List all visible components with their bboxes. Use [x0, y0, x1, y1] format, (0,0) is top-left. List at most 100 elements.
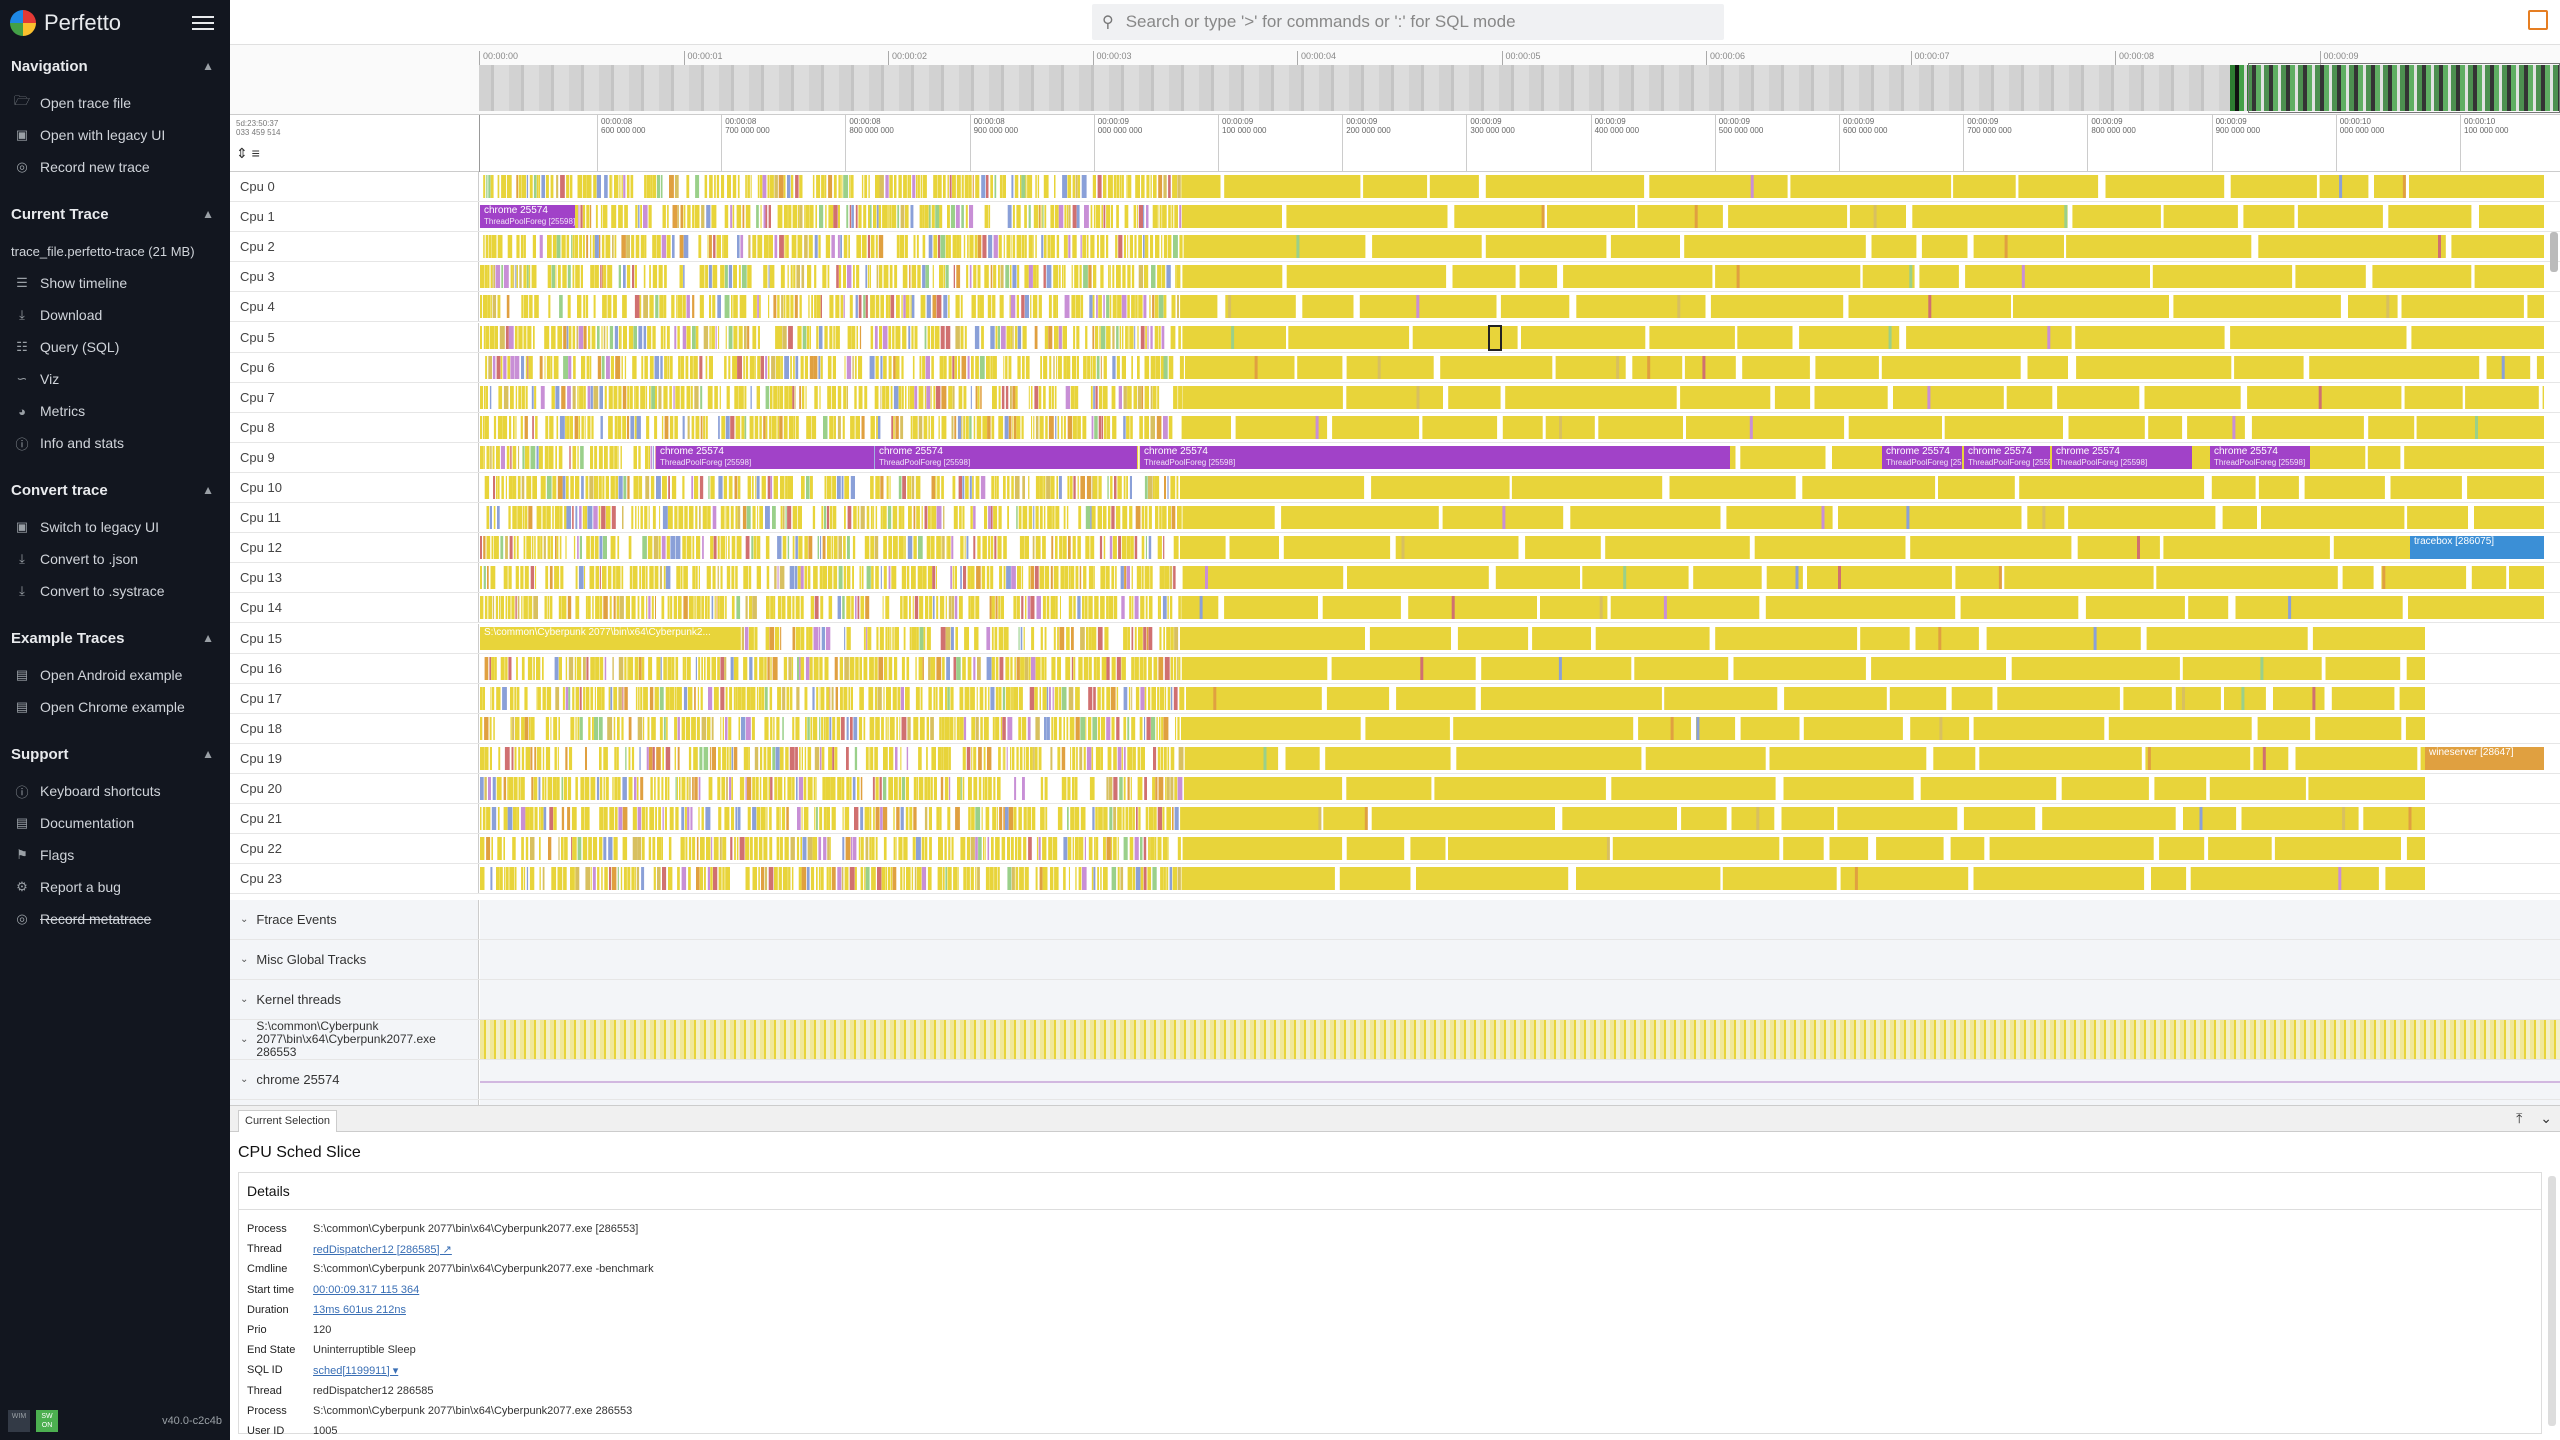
cpu-slice[interactable] [826, 867, 829, 891]
cpu-slice[interactable] [576, 325, 579, 349]
cpu-slice[interactable] [763, 235, 769, 259]
cpu-slice[interactable] [838, 175, 841, 198]
cpu-slice[interactable] [810, 596, 814, 620]
cpu-slice[interactable] [806, 325, 810, 349]
cpu-slice[interactable] [545, 686, 547, 710]
cpu-slice[interactable] [2339, 175, 2343, 198]
cpu-slice[interactable] [792, 596, 795, 620]
cpu-slice[interactable] [1649, 325, 1735, 349]
cpu-slice[interactable] [2211, 476, 2256, 499]
cpu-slice[interactable] [628, 325, 634, 349]
slice-canvas[interactable] [480, 686, 2544, 710]
cpu-slice[interactable] [981, 807, 983, 831]
cpu-slice[interactable] [1093, 566, 1095, 590]
cpu-slice[interactable] [694, 686, 696, 710]
cpu-slice[interactable] [1168, 205, 1171, 229]
slice-canvas[interactable] [480, 205, 2544, 229]
cpu-slice[interactable] [703, 325, 709, 349]
cpu-slice[interactable] [1036, 596, 1042, 620]
track-name[interactable]: Cpu 21 [230, 804, 479, 834]
cpu-slice[interactable] [2183, 807, 2237, 831]
cpu-slice[interactable] [1346, 385, 1443, 409]
cpu-slice[interactable] [608, 686, 611, 710]
cpu-slice[interactable] [533, 175, 537, 198]
cpu-slice[interactable] [601, 325, 603, 349]
cpu-slice[interactable] [888, 777, 894, 800]
cpu-slice[interactable] [827, 385, 832, 409]
cpu-slice-lane[interactable] [480, 476, 2544, 499]
cpu-slice[interactable] [939, 716, 942, 740]
cpu-slice[interactable] [784, 777, 786, 800]
cpu-slice[interactable] [909, 626, 912, 650]
cpu-slice[interactable] [640, 205, 642, 229]
sidebar-item-open-trace-file[interactable]: 🗁 Open trace file [0, 87, 230, 119]
cpu-slice[interactable] [557, 867, 563, 891]
cpu-slice[interactable] [1213, 686, 1217, 710]
cpu-slice[interactable] [1953, 175, 2016, 198]
cpu-slice[interactable] [2156, 566, 2338, 590]
cpu-slice[interactable] [1144, 506, 1148, 530]
slice-label[interactable]: tracebox [286075] [2410, 536, 2544, 560]
cpu-slice[interactable] [576, 656, 582, 680]
cpu-slice[interactable] [1113, 777, 1118, 800]
cpu-slice[interactable] [1098, 807, 1103, 831]
cpu-slice[interactable] [937, 867, 943, 891]
cpu-slice[interactable] [909, 807, 913, 831]
cpu-track[interactable]: Cpu 15 S:\common\Cyberpunk 2077\bin\x64\C… [230, 623, 2560, 654]
cpu-slice[interactable] [956, 656, 961, 680]
cpu-slice[interactable] [700, 837, 705, 861]
cpu-slice[interactable] [557, 476, 563, 499]
cpu-slice[interactable] [960, 536, 964, 560]
cpu-slice[interactable] [526, 175, 529, 198]
cpu-slice[interactable] [532, 476, 537, 499]
cpu-slice[interactable] [483, 385, 486, 409]
cpu-slice[interactable] [577, 445, 579, 469]
cpu-slice[interactable] [1072, 837, 1074, 861]
cpu-slice[interactable] [515, 596, 517, 620]
cpu-slice[interactable] [680, 355, 685, 379]
cpu-slice[interactable] [614, 325, 618, 349]
cpu-slice[interactable] [1072, 536, 1076, 560]
cpu-slice[interactable] [1112, 415, 1117, 439]
cpu-slice[interactable] [652, 746, 655, 770]
cpu-slice[interactable] [800, 566, 804, 590]
cpu-slice[interactable] [984, 686, 987, 710]
cpu-slice[interactable] [2509, 566, 2544, 590]
cpu-slice[interactable] [1135, 175, 1140, 198]
cpu-slice[interactable] [628, 777, 633, 800]
cpu-slice[interactable] [781, 596, 786, 620]
cpu-slice[interactable] [745, 175, 747, 198]
cpu-slice[interactable] [1134, 656, 1139, 680]
cpu-slice[interactable] [540, 476, 546, 499]
cpu-slice[interactable] [765, 385, 770, 409]
cpu-slice[interactable] [695, 415, 700, 439]
cpu-slice[interactable] [939, 686, 943, 710]
cpu-slice[interactable] [861, 566, 864, 590]
cpu-slice[interactable] [684, 506, 688, 530]
cpu-slice[interactable] [1148, 656, 1152, 680]
cpu-slice[interactable] [1873, 205, 1877, 229]
cpu-slice[interactable] [755, 476, 757, 499]
cpu-slice[interactable] [1153, 807, 1157, 831]
cpu-slice[interactable] [1157, 265, 1162, 289]
cpu-track[interactable]: Cpu 8 [230, 412, 2560, 443]
cpu-slice[interactable] [553, 807, 557, 831]
cpu-slice[interactable] [575, 566, 578, 590]
cpu-slice[interactable] [757, 295, 759, 319]
cpu-slice-lane[interactable] [480, 265, 2544, 289]
cpu-slice[interactable] [1071, 656, 1074, 680]
cpu-slice[interactable] [675, 536, 681, 560]
cpu-slice[interactable] [1144, 415, 1149, 439]
expand-collapse-icon[interactable]: ⇕ ≡ [236, 145, 260, 161]
cpu-slice[interactable] [493, 716, 495, 740]
cpu-slice[interactable] [1163, 536, 1165, 560]
cpu-slice[interactable] [484, 716, 489, 740]
cpu-slice[interactable] [628, 746, 631, 770]
cpu-slice[interactable] [633, 445, 638, 469]
cpu-slice[interactable] [594, 716, 599, 740]
track-group[interactable]: ⌄ Ftrace Events [230, 900, 2560, 940]
cpu-slice[interactable] [511, 746, 514, 770]
cpu-slice-lane[interactable] [480, 837, 2544, 861]
cpu-slice[interactable] [860, 867, 864, 891]
group-header[interactable]: ⌄cef_log.txt --product-version=Value [230, 1100, 479, 1105]
